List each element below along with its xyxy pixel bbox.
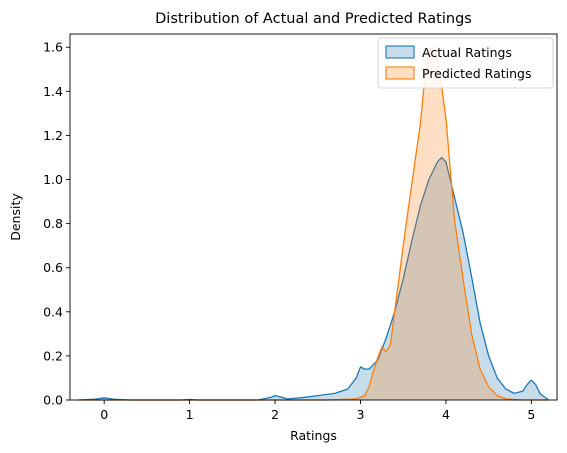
x-tick-label: 0 xyxy=(100,407,108,422)
y-tick-label: 0.4 xyxy=(43,304,63,319)
x-tick-label: 3 xyxy=(357,407,365,422)
legend-swatch xyxy=(385,66,415,80)
legend: Actual Ratings Predicted Ratings xyxy=(377,37,554,89)
plot-frame xyxy=(69,33,558,401)
y-tick-label: 1.0 xyxy=(43,172,63,187)
y-tick-label: 1.4 xyxy=(43,84,63,99)
x-axis-label: Ratings xyxy=(290,428,337,443)
y-tick-label: 0.8 xyxy=(43,216,63,231)
y-tick-label: 0.6 xyxy=(43,260,63,275)
legend-swatch xyxy=(385,45,415,59)
y-tick-label: 1.6 xyxy=(43,40,63,55)
legend-label: Predicted Ratings xyxy=(422,66,531,81)
x-tick-label: 1 xyxy=(186,407,194,422)
series-fill-2 xyxy=(78,47,549,400)
y-axis-label: Density xyxy=(8,193,23,241)
series-fill-1 xyxy=(78,157,549,400)
y-tick-label: 0.0 xyxy=(43,393,63,408)
series-layer xyxy=(78,46,549,401)
x-tick-label: 2 xyxy=(271,407,279,422)
chart-title: Distribution of Actual and Predicted Rat… xyxy=(155,11,472,27)
legend-box xyxy=(377,37,554,89)
x-tick-label: 4 xyxy=(442,407,450,422)
y-tick-label: 0.2 xyxy=(43,348,63,363)
y-tick-label: 1.2 xyxy=(43,128,63,143)
legend-label: Actual Ratings xyxy=(422,45,512,60)
axes-layer: 0 1 2 3 4 5 0.0 0.2 0.4 0.6 0.8 1.0 1.2 1.4 1.6 xyxy=(43,33,558,422)
x-tick-label: 5 xyxy=(527,407,535,422)
